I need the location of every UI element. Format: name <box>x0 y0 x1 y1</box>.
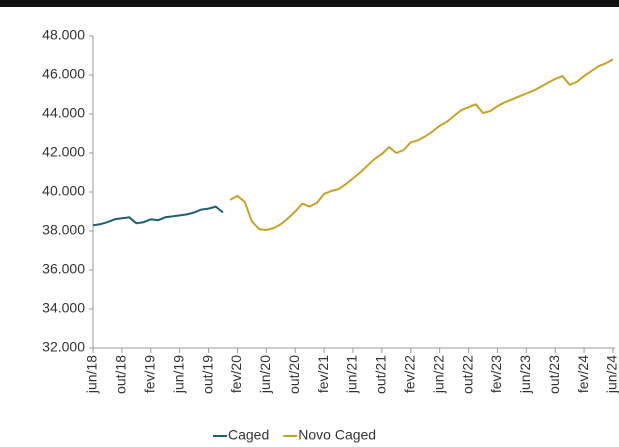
x-tick-label: out/20 <box>286 355 302 394</box>
x-tick-label: out/23 <box>546 355 562 394</box>
y-tick-label: 40.000 <box>42 183 85 199</box>
x-tick-label: jun/21 <box>344 355 360 394</box>
x-tick-label: out/22 <box>459 355 475 394</box>
x-tick-label: jun/20 <box>257 355 273 394</box>
y-tick-label: 48.000 <box>42 27 85 43</box>
x-tick-label: fev/24 <box>575 355 591 393</box>
x-tick-label: fev/22 <box>401 355 417 393</box>
x-tick-label: jun/18 <box>84 355 100 394</box>
x-tick-label: jun/22 <box>430 355 446 394</box>
x-tick-label: out/18 <box>113 355 129 394</box>
y-tick-label: 42.000 <box>42 144 85 160</box>
y-tick-label: 44.000 <box>42 105 85 121</box>
y-tick-label: 32.000 <box>42 339 85 355</box>
x-tick-label: fev/19 <box>141 355 157 393</box>
legend-label: Caged <box>228 427 269 443</box>
x-tick-label: out/21 <box>373 355 389 394</box>
x-tick-label: out/19 <box>199 355 215 394</box>
series-line <box>229 58 614 231</box>
y-tick-label: 34.000 <box>42 300 85 316</box>
x-tick-label: fev/20 <box>228 355 244 393</box>
x-tick-label: fev/21 <box>315 355 331 393</box>
series-line <box>92 205 224 227</box>
top-bar <box>0 0 619 7</box>
legend-label: Novo Caged <box>298 427 376 443</box>
x-tick-label: jun/24 <box>604 355 619 394</box>
x-tick-label: jun/23 <box>517 355 533 394</box>
x-tick-label: jun/19 <box>170 355 186 394</box>
x-tick-label: fev/23 <box>488 355 504 393</box>
y-tick-label: 36.000 <box>42 261 85 277</box>
y-tick-label: 38.000 <box>42 222 85 238</box>
y-tick-label: 46.000 <box>42 66 85 82</box>
